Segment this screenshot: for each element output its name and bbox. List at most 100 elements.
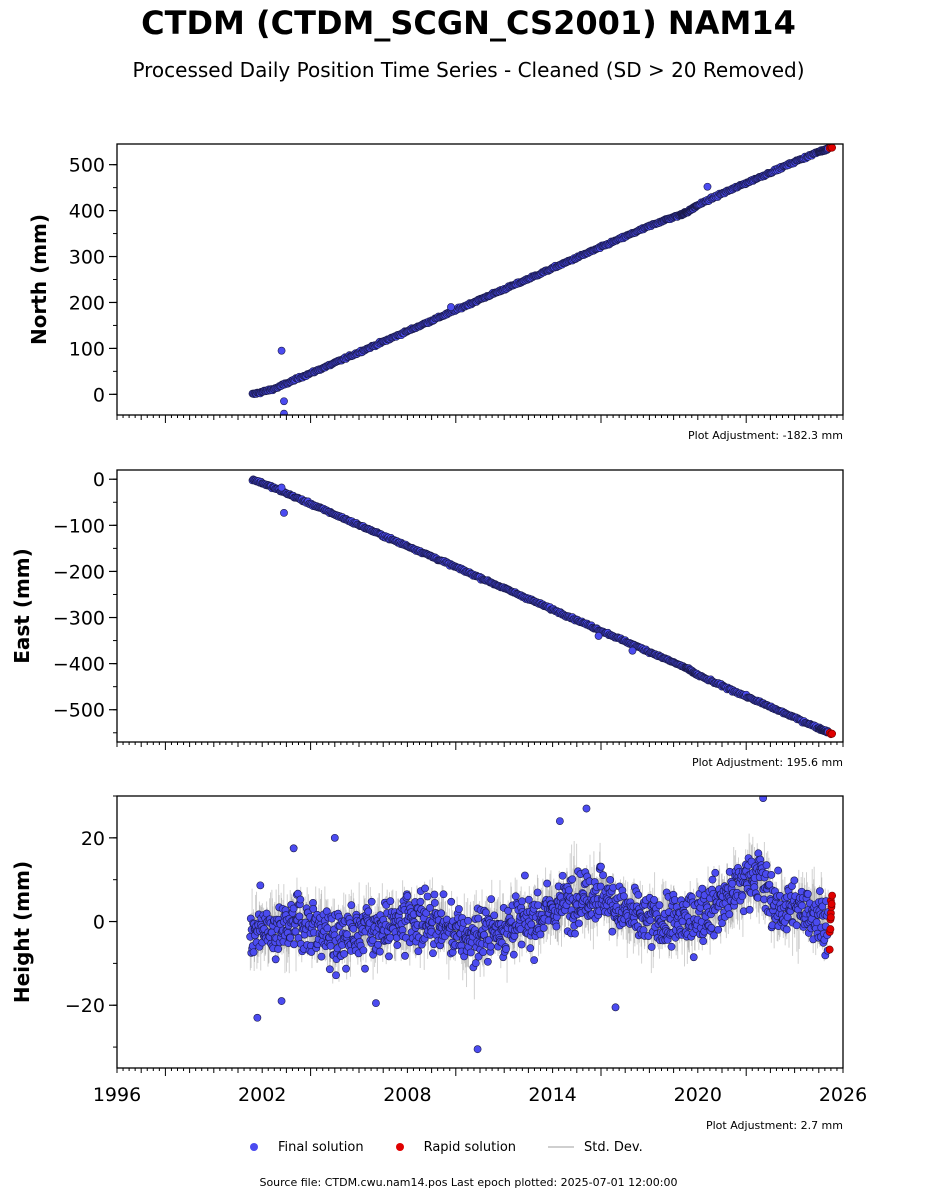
final-point xyxy=(517,940,526,949)
plot-area xyxy=(248,475,837,739)
final-point xyxy=(447,897,456,906)
final-point xyxy=(359,946,368,955)
final-point xyxy=(374,940,382,949)
y-tick-label: 300 xyxy=(69,247,105,269)
final-point xyxy=(518,897,526,906)
final-point xyxy=(385,952,393,961)
final-point xyxy=(274,945,283,953)
plot-adjustment: Plot Adjustment: 195.6 mm xyxy=(692,756,843,769)
final-outlier-point xyxy=(447,303,455,311)
final-point xyxy=(429,949,437,958)
final-point xyxy=(386,933,395,942)
chart-title: CTDM (CTDM_SCGN_CS2001) NAM14 xyxy=(141,4,796,42)
final-point xyxy=(340,949,349,958)
y-tick-label: 0 xyxy=(93,469,105,491)
final-point xyxy=(439,890,448,899)
final-point xyxy=(486,942,495,951)
final-point xyxy=(325,965,334,974)
final-point xyxy=(487,895,496,904)
final-point xyxy=(349,924,358,933)
final-point xyxy=(347,901,356,910)
final-point xyxy=(533,888,542,897)
final-point xyxy=(309,905,318,913)
final-point xyxy=(249,948,258,957)
final-point xyxy=(502,945,510,953)
final-point xyxy=(509,950,518,959)
final-point xyxy=(490,911,499,920)
final-point xyxy=(290,940,298,949)
final-point xyxy=(474,914,483,923)
final-point xyxy=(256,881,265,890)
final-point xyxy=(539,924,548,932)
final-outlier-point xyxy=(277,346,286,355)
y-axis-label: East (mm) xyxy=(10,548,34,664)
final-point xyxy=(343,930,351,939)
final-point xyxy=(286,933,295,942)
final-point xyxy=(295,912,304,921)
final-outlier-point xyxy=(280,397,288,406)
y-tick-label: 400 xyxy=(69,201,105,223)
final-point xyxy=(376,947,384,956)
final-point xyxy=(483,957,492,966)
plot-area xyxy=(246,796,837,1054)
final-point xyxy=(526,944,535,953)
final-point xyxy=(471,959,480,968)
final-point xyxy=(414,947,423,956)
axes-frame xyxy=(116,469,844,743)
final-point xyxy=(511,892,520,901)
panel-2: 0 −100 −200 −300 −400 −500 East (mm) Plot Adjus… xyxy=(10,469,844,769)
final-point xyxy=(421,884,429,893)
panel-1: 0 100 200 300 400 500 North (mm) Plot Adjustmen… xyxy=(27,143,844,442)
final-point xyxy=(464,916,472,925)
final-point xyxy=(466,948,475,957)
y-tick-label: −300 xyxy=(53,608,105,630)
final-point xyxy=(401,951,409,960)
final-point xyxy=(317,952,326,961)
final-point xyxy=(291,927,300,936)
final-point xyxy=(403,892,412,900)
final-point xyxy=(479,948,488,956)
final-point xyxy=(361,964,369,973)
final-point xyxy=(416,897,425,906)
y-tick-label: −200 xyxy=(53,561,105,583)
final-point xyxy=(342,964,350,973)
rapid-point xyxy=(828,729,837,738)
final-point xyxy=(367,897,376,906)
y-tick-label: 500 xyxy=(69,155,105,177)
y-tick-label: −100 xyxy=(53,515,105,537)
final-point xyxy=(430,890,439,899)
plot-adjustment: Plot Adjustment: -182.3 mm xyxy=(688,429,843,442)
rapid-point xyxy=(828,144,837,152)
final-outlier-point xyxy=(703,182,712,191)
final-point xyxy=(426,903,434,912)
final-point xyxy=(326,941,335,950)
final-point xyxy=(437,909,446,918)
y-tick-label: −500 xyxy=(53,700,105,722)
final-point xyxy=(364,907,373,916)
final-point xyxy=(368,936,377,945)
y-tick-label: 200 xyxy=(69,292,105,314)
final-point xyxy=(536,930,545,939)
y-tick-label: −400 xyxy=(53,654,105,676)
final-outlier-point xyxy=(280,409,288,415)
chart-subtitle: Processed Daily Position Time Series - C… xyxy=(132,58,805,82)
final-point xyxy=(386,897,395,906)
final-point xyxy=(271,955,280,964)
plot-area xyxy=(248,144,837,415)
y-tick-label: 0 xyxy=(93,384,105,406)
final-point xyxy=(430,898,439,907)
final-point xyxy=(296,895,305,904)
final-point xyxy=(289,904,298,913)
final-point xyxy=(530,956,539,965)
final-point xyxy=(332,971,340,980)
final-point xyxy=(393,941,402,950)
final-outlier-point xyxy=(277,483,286,492)
final-outlier-point xyxy=(280,508,288,517)
y-axis-label: North (mm) xyxy=(27,214,51,345)
final-outlier-point xyxy=(628,646,637,655)
final-point xyxy=(521,871,529,880)
final-outlier-point xyxy=(594,632,603,640)
final-point xyxy=(423,892,432,901)
